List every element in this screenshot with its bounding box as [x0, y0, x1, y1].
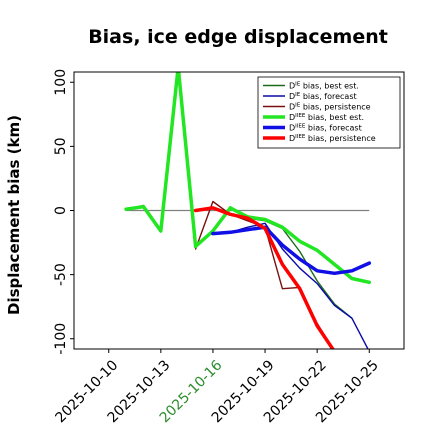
- y-tick-label: 50: [53, 137, 69, 155]
- series-line-5: [211, 225, 372, 276]
- legend-entry: DIIEE bias, forecast: [289, 124, 362, 133]
- legend-entry: DIE bias, best est.: [289, 82, 359, 91]
- y-axis-label: Displacement bias (km): [5, 115, 23, 315]
- chart-title: Bias, ice edge displacement: [88, 26, 388, 48]
- legend-entry: DIE bias, persistence: [289, 103, 371, 112]
- y-tick-label: 100: [53, 69, 69, 96]
- legend-entry: DIIEE bias, best est.: [289, 113, 364, 122]
- series-line-6: [193, 206, 335, 349]
- y-tick-label: -100: [53, 323, 69, 355]
- legend-entry: DIE bias, forecast: [289, 92, 357, 101]
- legend-box: [257, 76, 401, 149]
- y-tick-label: 0: [53, 206, 69, 215]
- legend-entry: DIIEE bias, persistence: [289, 134, 376, 143]
- y-tick-label: -50: [53, 263, 69, 286]
